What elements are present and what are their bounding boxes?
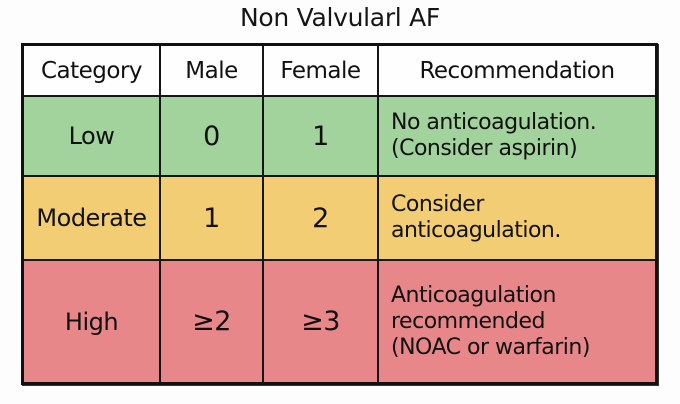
recommendation-line: (NOAC or warfarin) [391, 334, 590, 360]
row-high-female: ≥3 [264, 261, 379, 382]
page-title: Non Valvularl AF [240, 3, 440, 32]
row-low-female: 1 [264, 97, 379, 177]
risk-table: Category Male Female Recommendation Low … [21, 43, 658, 385]
recommendation-line: Anticoagulation [391, 282, 556, 308]
row-moderate-recommendation: Consider anticoagulation. [379, 177, 655, 261]
row-moderate-male: 1 [161, 177, 264, 261]
row-low-recommendation: No anticoagulation. (Consider aspirin) [379, 97, 655, 177]
header-male: Male [161, 46, 264, 97]
recommendation-line: (Consider aspirin) [391, 136, 578, 161]
header-female: Female [264, 46, 379, 97]
row-low-category: Low [24, 97, 161, 177]
row-moderate-category: Moderate [24, 177, 161, 261]
recommendation-line: No anticoagulation. [391, 110, 597, 135]
recommendation-line: anticoagulation. [391, 218, 561, 243]
row-low-male: 0 [161, 97, 264, 177]
row-moderate-female: 2 [264, 177, 379, 261]
row-high-male: ≥2 [161, 261, 264, 382]
recommendation-line: recommended [391, 308, 545, 334]
header-category: Category [24, 46, 161, 97]
row-high-category: High [24, 261, 161, 382]
recommendation-line: Consider [391, 192, 484, 217]
header-recommendation: Recommendation [379, 46, 655, 97]
row-high-recommendation: Anticoagulation recommended (NOAC or war… [379, 261, 655, 382]
